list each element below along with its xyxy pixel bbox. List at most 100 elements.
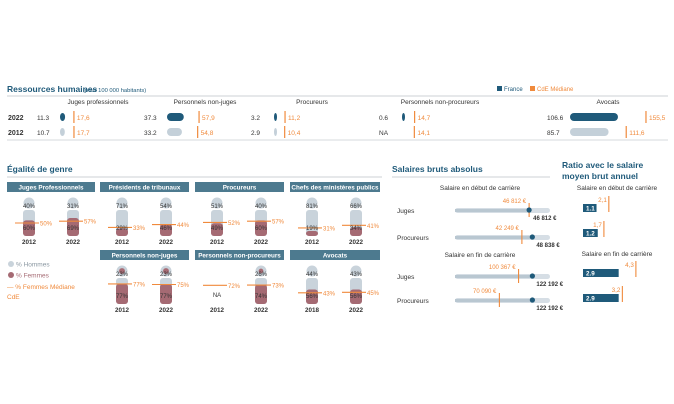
gender-panel-header	[100, 182, 189, 192]
ratio-france-value: 2.9	[586, 296, 595, 303]
gender-year-label: 2012	[210, 239, 225, 246]
gender-cde-value: 41%	[367, 224, 380, 230]
hr-france-bar	[60, 128, 65, 136]
gender-figure	[350, 265, 362, 304]
gender-figure	[160, 197, 172, 236]
figure-head-women	[119, 268, 125, 274]
gender-panel-header	[195, 250, 284, 260]
hr-france-bar	[60, 113, 66, 121]
hr-france-value: 0.6	[379, 115, 388, 122]
gender-year-label: 2012	[305, 239, 320, 246]
gender-women-value: 77%	[116, 294, 129, 300]
hr-france-bar	[167, 128, 182, 136]
gender-panel-title: Juges Professionnels	[18, 185, 84, 192]
ratio-cde-value: 3,2	[612, 287, 621, 294]
hr-cde-value: 111,6	[629, 130, 645, 137]
gender-figure	[350, 197, 362, 236]
gender-cde-value: 31%	[323, 226, 336, 232]
hr-year-label: 2012	[8, 130, 24, 137]
figure-head	[350, 265, 362, 277]
figure-body-women	[160, 283, 172, 304]
gender-men-value: 23%	[116, 272, 129, 278]
ratio-cde-value: 1,7	[593, 222, 602, 229]
figure-body-women	[23, 220, 35, 236]
gender-year-label: 2012	[115, 239, 130, 246]
gender-panel-header	[7, 182, 95, 192]
hr-france-bar	[167, 113, 184, 121]
figure-body-women	[116, 228, 128, 236]
hr-cde-value: 14,1	[417, 130, 430, 137]
gender-figure	[116, 197, 128, 236]
salaries-france-dot	[526, 207, 532, 213]
hr-cde-value: 54,8	[201, 130, 214, 137]
gender-cde-value: 73%	[272, 284, 285, 290]
figure-head	[255, 197, 267, 209]
figure-body-women	[67, 218, 79, 236]
ratio-france-value: 1.2	[586, 231, 595, 238]
figure-head	[160, 197, 172, 209]
legend-swatch-men	[8, 261, 14, 267]
gender-panel-header	[290, 182, 380, 192]
gender-panel-title: Personnels non-procureurs	[198, 253, 281, 260]
salaries-cde-value: 100 367 €	[489, 265, 516, 271]
legend-swatch-women	[8, 272, 14, 278]
figure-body-women	[211, 223, 223, 236]
gender-year-label: 2012	[115, 307, 130, 314]
salaries-cde-value: 42 249 €	[496, 226, 520, 232]
legend-label-cde-median: — % Femmes Médiane	[7, 284, 75, 291]
figure-body-women	[350, 289, 362, 304]
salaries-france-bar	[455, 209, 530, 212]
gender-men-value: 40%	[255, 204, 268, 210]
figure-body-women	[160, 224, 172, 236]
gender-title: Égalité de genre	[7, 164, 73, 174]
gender-year-label: 2022	[254, 307, 269, 314]
gender-women-value: 69%	[67, 226, 80, 232]
salaries-france-dot	[529, 273, 535, 279]
gender-cde-value: 33%	[133, 226, 146, 232]
gender-year-label: 2022	[254, 239, 269, 246]
salaries-subtitle: Salaire en début de carrière	[440, 185, 521, 192]
gender-year-label: 2012	[210, 307, 225, 314]
gender-men-value: 31%	[67, 204, 80, 210]
gender-figure	[67, 197, 79, 236]
salaries-row-label: Procureurs	[397, 298, 430, 305]
ratio-cde-value: 4,3	[625, 262, 634, 269]
ratio-france-bar	[583, 269, 619, 277]
gender-figure	[306, 197, 318, 236]
gender-panel-header	[290, 250, 380, 260]
gender-women-value: 49%	[211, 226, 224, 232]
hr-france-value: 2.9	[251, 130, 260, 137]
gender-cde-value: 57%	[272, 220, 285, 226]
hr-france-value: 10.7	[37, 130, 50, 137]
legend-label-women: % Femmes	[16, 273, 50, 280]
gender-men-value: 44%	[306, 272, 319, 278]
salaries-france-value: 122 192 €	[536, 282, 563, 288]
ratio-subtitle: Salaire en fin de carrière	[582, 251, 653, 258]
hr-france-value: 3.2	[251, 115, 260, 122]
ratio-france-bar	[583, 294, 619, 302]
salaries-france-value: 122 192 €	[536, 306, 563, 312]
gender-women-value: 60%	[255, 226, 268, 232]
ratio-france-bar	[583, 204, 597, 212]
gender-men-value: 71%	[116, 204, 129, 210]
hr-category-label: Avocats	[596, 99, 620, 106]
hr-france-bar	[274, 128, 277, 136]
gender-women-value: 74%	[255, 294, 268, 300]
gender-cde-value: 72%	[228, 284, 241, 290]
figure-head	[67, 197, 79, 209]
gender-cde-value: 50%	[40, 222, 53, 228]
hr-france-value: 106.6	[547, 115, 564, 122]
hr-france-value: 11.3	[37, 115, 50, 122]
figure-body-women	[116, 283, 128, 304]
gender-panel-title: Chefs des ministères publics	[291, 185, 379, 192]
salaries-cde-value: 46 812 €	[503, 199, 527, 205]
ratio-france-value: 2.9	[586, 271, 595, 278]
hr-france-bar	[402, 113, 405, 121]
gender-panel-title: Présidents de tribunaux	[109, 185, 181, 192]
gender-year-label: 2018	[305, 307, 320, 314]
legend-label-cde: CdE Médiane	[537, 87, 574, 93]
ratio-title: Ratio avec le salaire	[562, 160, 644, 170]
gender-year-label: 2022	[159, 239, 174, 246]
gender-cde-value: 43%	[323, 291, 336, 297]
gender-women-value: 56%	[306, 294, 319, 300]
